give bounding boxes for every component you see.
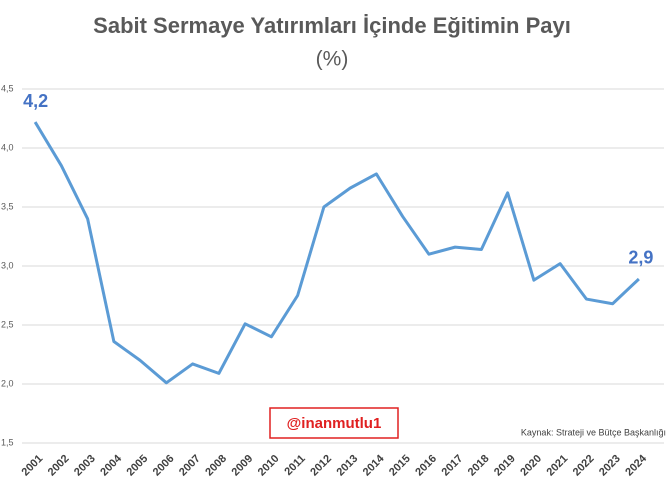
- x-tick-label: 2012: [308, 453, 334, 479]
- x-tick-label: 2006: [151, 453, 177, 479]
- source-note: Kaynak: Strateji ve Bütçe Başkanlığı: [521, 427, 666, 437]
- x-tick-label: 2014: [361, 452, 387, 478]
- x-tick-label: 2015: [387, 453, 413, 479]
- x-tick-label: 2013: [335, 453, 361, 479]
- y-tick-label: 4,0: [1, 142, 14, 152]
- y-tick-label: 4,5: [1, 83, 14, 93]
- x-tick-label: 2023: [597, 453, 623, 479]
- x-tick-label: 2020: [518, 453, 544, 479]
- x-tick-label: 2004: [98, 452, 124, 478]
- x-tick-label: 2005: [125, 453, 151, 479]
- x-tick-label: 2022: [571, 453, 597, 479]
- y-tick-label: 3,0: [1, 260, 14, 270]
- x-tick-label: 2017: [440, 453, 466, 479]
- y-tick-label: 2,5: [1, 319, 14, 329]
- y-tick-label: 3,5: [1, 201, 14, 211]
- x-tick-label: 2010: [256, 453, 282, 479]
- chart-title: Sabit Sermaye Yatırımları İçinde Eğitimi…: [93, 13, 571, 38]
- data-line: [33, 121, 640, 385]
- x-tick-label: 2016: [413, 453, 439, 479]
- watermark-box: [269, 407, 399, 439]
- chart-subtitle: (%): [316, 48, 349, 71]
- x-tick-label: 2021: [545, 453, 571, 479]
- data-label: 4,2: [23, 91, 48, 111]
- x-tick-label: 2009: [230, 453, 256, 479]
- x-tick-label: 2019: [492, 453, 518, 479]
- x-tick-label: 2002: [46, 453, 72, 479]
- x-tick-label: 2003: [72, 453, 98, 479]
- x-tick-label: 2018: [466, 453, 492, 479]
- x-tick-label: 2007: [177, 453, 203, 479]
- y-tick-label: 2,0: [1, 378, 14, 388]
- x-tick-label: 2008: [203, 453, 229, 479]
- x-tick-label: 2024: [623, 452, 649, 478]
- data-label: 2,9: [628, 248, 653, 268]
- x-tick-label: 2001: [20, 453, 46, 479]
- y-tick-label: 1,5: [1, 437, 14, 447]
- x-tick-label: 2011: [282, 453, 307, 478]
- watermark: @inanmutlu1: [287, 415, 382, 432]
